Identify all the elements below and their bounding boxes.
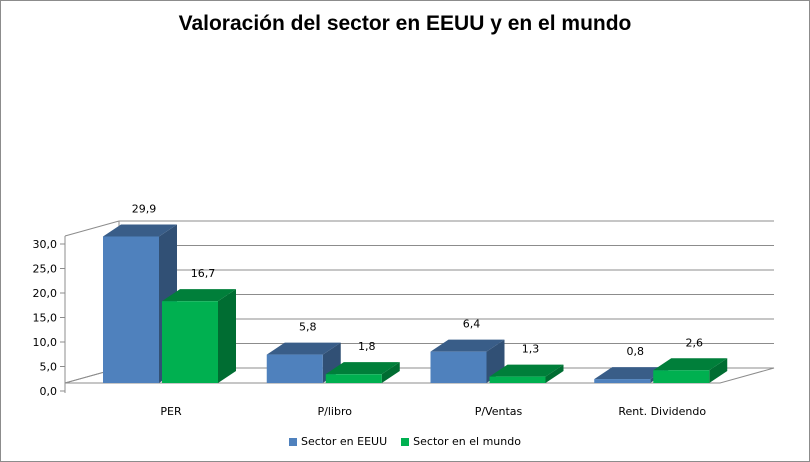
y-tick-label-3: 15,0 xyxy=(33,312,58,325)
bar-1-1-front xyxy=(103,236,159,383)
bar-1-4-front xyxy=(594,379,651,383)
legend: Sector en EEUU Sector en el mundo xyxy=(0,435,810,448)
bar-2-3-front xyxy=(489,376,546,383)
bar-2-1-front xyxy=(162,301,218,383)
bar-2-2-front xyxy=(325,374,382,383)
legend-item-series-2: Sector en el mundo xyxy=(401,435,521,448)
data-label-1-3: 6,4 xyxy=(463,318,481,331)
y-tick-label-0: 0,0 xyxy=(40,385,58,398)
y-tick-label-4: 20,0 xyxy=(33,287,58,300)
y-tick-label-6: 30,0 xyxy=(33,238,58,251)
bar-1-3-front xyxy=(430,351,487,383)
legend-label-series-1: Sector en EEUU xyxy=(301,435,388,448)
x-tick-label-2: P/libro xyxy=(318,405,353,418)
wall-edge-top xyxy=(64,220,120,237)
bar-1-4-top xyxy=(594,367,669,380)
legend-item-series-1: Sector en EEUU xyxy=(289,435,387,448)
bar-1-1-top xyxy=(103,224,177,237)
x-tick-label-4: Rent. Dividendo xyxy=(618,405,706,418)
data-label-2-2: 1,8 xyxy=(358,340,376,353)
y-tick-label-1: 5,0 xyxy=(40,361,58,374)
legend-label-series-2: Sector en el mundo xyxy=(413,435,521,448)
data-label-1-4: 0,8 xyxy=(627,345,645,358)
bar-1-3-top xyxy=(430,339,505,352)
data-label-2-3: 1,3 xyxy=(522,343,540,356)
bar-2-4-side xyxy=(709,358,728,383)
bar-2-4-top xyxy=(653,358,728,371)
bar-2-1-top xyxy=(162,289,236,302)
bar-2-4-front xyxy=(653,370,710,383)
x-tick-label-1: PER xyxy=(160,405,182,418)
bar-2-3-side xyxy=(545,364,564,383)
y-tick-label-5: 25,0 xyxy=(33,263,58,276)
data-label-1-1: 29,9 xyxy=(132,202,157,215)
bar-2-2-side xyxy=(381,362,400,383)
bar-1-2-top xyxy=(266,342,341,355)
bar-1-2-front xyxy=(266,354,323,383)
data-label-2-1: 16,7 xyxy=(191,267,216,280)
data-label-2-4: 2,6 xyxy=(686,336,704,349)
legend-swatch-series-1 xyxy=(289,437,298,446)
bar-2-2-top xyxy=(325,362,400,375)
bar-2-1-side xyxy=(218,289,236,383)
chart-title: Valoración del sector en EEUU y en el mu… xyxy=(178,12,632,35)
x-tick-label-3: P/Ventas xyxy=(475,405,523,418)
data-label-1-2: 5,8 xyxy=(299,321,317,334)
y-tick-label-2: 10,0 xyxy=(33,336,58,349)
bar-2-3-top xyxy=(489,364,564,377)
legend-swatch-series-2 xyxy=(401,437,410,446)
